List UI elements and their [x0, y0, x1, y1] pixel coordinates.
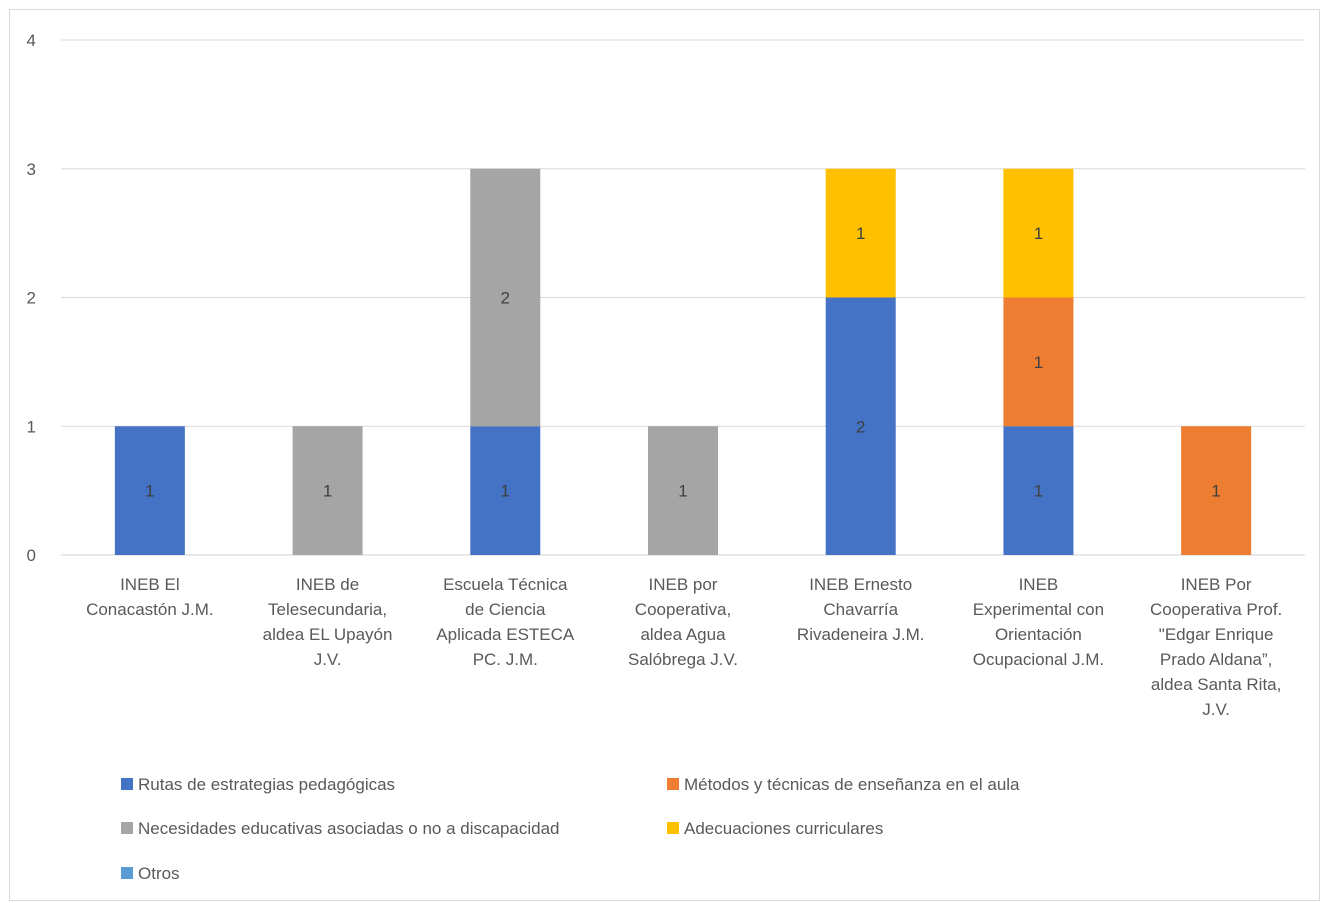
legend-label: Adecuaciones curriculares — [684, 819, 883, 838]
y-tick-label: 2 — [27, 289, 36, 308]
bar-segment — [825, 168, 896, 298]
data-label: 1 — [678, 482, 687, 501]
x-tick-label: INEB de Telesecundaria, aldea EL Upayón J.V… — [263, 575, 393, 669]
bar-segment — [470, 426, 541, 555]
x-tick-label: Escuela Técnica de Ciencia Aplicada ESTECA… — [436, 575, 575, 669]
legend-label: Necesidades educativas asociadas o no a … — [138, 819, 560, 838]
y-tick-label: 3 — [27, 160, 36, 179]
legend-swatch — [667, 822, 679, 834]
legend-label: Otros — [138, 864, 180, 883]
bar-segment — [1003, 297, 1074, 427]
y-tick-label: 1 — [27, 417, 36, 436]
legend-swatch — [121, 778, 133, 790]
legend-label: Métodos y técnicas de enseñanza en el au… — [684, 775, 1020, 794]
data-label: 1 — [501, 482, 510, 501]
bar-segment — [1003, 168, 1074, 298]
bar-segment — [1003, 426, 1074, 555]
data-label: 1 — [145, 482, 154, 501]
x-axis: INEB El Conacastón J.M. INEB de Telesecunda… — [86, 575, 1282, 719]
data-label: 1 — [1034, 353, 1043, 372]
bar-segment — [114, 426, 185, 555]
data-label: 1 — [1211, 482, 1220, 501]
data-label: 1 — [323, 482, 332, 501]
data-label: 2 — [856, 417, 865, 436]
bar-segment — [1181, 426, 1252, 555]
bar-segment — [292, 426, 363, 555]
legend-label: Rutas de estrategias pedagógicas — [138, 775, 395, 794]
legend-swatch — [121, 822, 133, 834]
data-label: 1 — [1034, 482, 1043, 501]
legend-swatch — [667, 778, 679, 790]
data-label: 2 — [501, 289, 510, 308]
x-tick-label: INEB Por Cooperativa Prof. "Edgar Enrique P… — [1150, 575, 1282, 719]
x-tick-label: INEB por Cooperativa, aldea Agua Salóbrega … — [628, 575, 738, 669]
data-label: 1 — [1034, 224, 1043, 243]
legend-swatch — [121, 867, 133, 879]
x-tick-label: INEB Experimental con Orientación Ocupacion… — [973, 575, 1104, 669]
bar-segment — [470, 168, 541, 427]
data-label: 1 — [856, 224, 865, 243]
legend: Rutas de estrategias pedagógicas Métodos … — [121, 775, 1020, 883]
bar-segment — [648, 426, 718, 555]
bars: 1 1 1 2 1 2 1 1 1 1 1 — [114, 168, 1252, 555]
y-tick-label: 0 — [27, 546, 36, 565]
x-tick-label: INEB Ernesto Chavarría Rivadeneira J.M. — [797, 575, 925, 644]
y-tick-label: 4 — [27, 31, 36, 50]
y-axis: 0 1 2 3 4 — [27, 31, 36, 565]
x-tick-label: INEB El Conacastón J.M. — [86, 575, 214, 619]
bar-segment — [825, 297, 896, 555]
